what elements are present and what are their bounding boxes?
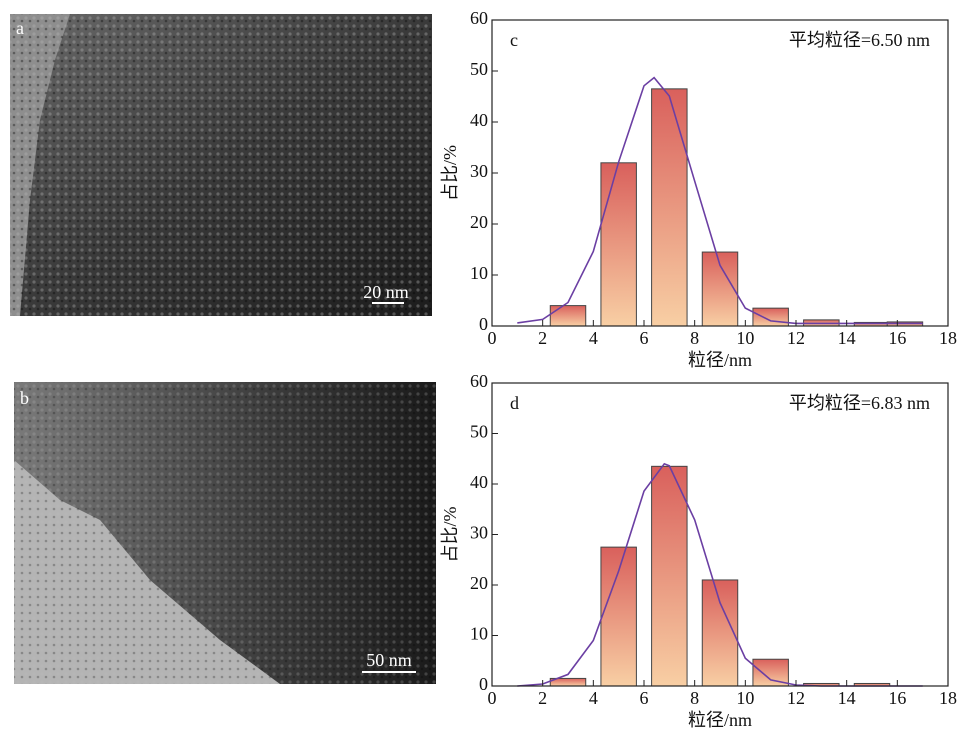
x-tick-label: 10 [736,328,754,348]
scale-bar-label: 50 nm [366,650,412,670]
bar [651,465,688,687]
panel-label: d [510,393,519,413]
annotation: 平均粒径=6.50 nm [789,30,930,50]
bar [701,579,739,687]
x-tick-label: 12 [787,328,805,348]
y-tick-label: 50 [470,59,488,79]
x-tick-label: 12 [787,688,805,708]
bar [651,88,688,327]
y-tick-label: 50 [470,422,488,442]
x-tick-label: 16 [888,688,906,708]
x-tick-label: 6 [640,328,649,348]
x-tick-label: 8 [690,688,699,708]
scale-bar-label: 20 nm [363,282,409,302]
x-tick-label: 8 [690,328,699,348]
y-tick-label: 40 [470,472,488,492]
y-tick-label: 20 [470,212,488,232]
bar [549,305,587,327]
x-tick-label: 0 [488,688,497,708]
tem-image-a [10,14,432,316]
x-tick-label: 16 [888,328,906,348]
panel-label: c [510,30,518,50]
y-tick-label: 30 [470,161,488,181]
fit-curve [517,76,923,325]
image-label: a [16,18,24,38]
bar [600,546,637,687]
x-tick-label: 2 [538,688,547,708]
y-axis-label: 占比/% [440,145,460,201]
annotation: 平均粒径=6.83 nm [789,393,930,413]
y-tick-label: 20 [470,573,488,593]
x-tick-label: 18 [939,328,957,348]
y-tick-label: 10 [470,263,488,283]
x-tick-label: 14 [838,688,856,708]
tem-image-b [14,382,436,684]
x-tick-label: 0 [488,328,497,348]
y-axis-label: 占比/% [440,506,460,562]
x-tick-label: 6 [640,688,649,708]
x-tick-label: 4 [589,328,598,348]
bar [752,307,789,327]
y-tick-label: 10 [470,624,488,644]
x-axis-label: 粒径/nm [688,710,752,730]
y-tick-label: 60 [470,8,488,28]
x-tick-label: 18 [939,688,957,708]
y-tick-label: 0 [479,314,488,334]
x-tick-label: 14 [838,328,856,348]
y-tick-label: 60 [470,371,488,391]
x-tick-label: 2 [538,328,547,348]
x-tick-label: 4 [589,688,598,708]
bar [600,162,637,327]
image-label: b [20,388,29,408]
y-tick-label: 0 [479,674,488,694]
x-axis-label: 粒径/nm [688,350,752,370]
y-tick-label: 30 [470,523,488,543]
x-tick-label: 10 [736,688,754,708]
y-tick-label: 40 [470,110,488,130]
